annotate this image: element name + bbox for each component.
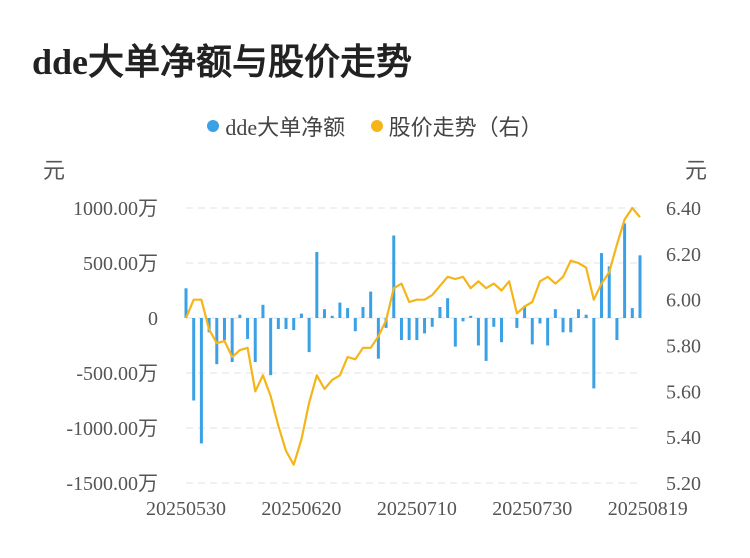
- dde-bar: [492, 318, 496, 327]
- dde-bar: [484, 318, 488, 361]
- bar-series: [184, 223, 642, 444]
- dde-bar: [330, 315, 334, 318]
- y-right-tick-label: 6.20: [666, 244, 701, 266]
- y-left-tick-label: -1500.00万: [66, 473, 158, 495]
- dde-bar: [338, 302, 342, 318]
- dde-bar: [469, 315, 473, 318]
- dde-bar: [369, 291, 373, 318]
- left-axis-unit: 元: [43, 158, 65, 183]
- y-right-tick-label: 5.60: [666, 381, 701, 403]
- dde-bar: [384, 318, 388, 328]
- dde-bar: [230, 318, 234, 362]
- dde-bar: [499, 318, 503, 343]
- y-right-tick-label: 5.40: [666, 427, 701, 449]
- dde-bar: [353, 318, 357, 332]
- dde-bar: [323, 309, 327, 318]
- dde-bar: [446, 298, 450, 318]
- dde-bar: [192, 318, 196, 401]
- y-left-tick-label: 500.00万: [83, 253, 158, 275]
- y-right-tick-label: 5.80: [666, 336, 701, 358]
- dde-bar: [438, 307, 442, 318]
- y-left-tick-label: 0: [148, 308, 158, 330]
- dde-bar: [269, 318, 273, 376]
- dde-bar: [530, 318, 534, 345]
- y-left-tick-label: -1000.00万: [66, 418, 158, 440]
- axis-labels: 1000.00万 500.00万 0 -500.00万 -1000.00万 -1500.0…: [66, 198, 701, 520]
- dde-bar: [284, 318, 288, 329]
- dde-bar: [199, 318, 203, 444]
- y-right-tick-label: 6.00: [666, 290, 701, 312]
- x-tick-label: 20250710: [377, 498, 457, 520]
- dde-bar: [569, 318, 573, 333]
- dde-bar: [523, 307, 527, 318]
- dde-bar: [399, 318, 403, 340]
- chart-title: dde大单净额与股价走势: [32, 42, 413, 82]
- x-tick-label: 20250620: [261, 498, 341, 520]
- dde-bar: [184, 288, 188, 318]
- legend-dot-price: [370, 120, 383, 132]
- dde-bar: [538, 318, 542, 324]
- dde-bar: [276, 318, 280, 329]
- dde-bar: [453, 318, 457, 347]
- dde-bar: [361, 307, 365, 318]
- dde-bar: [592, 318, 596, 389]
- x-tick-label: 20250730: [492, 498, 572, 520]
- dde-bar: [292, 318, 296, 331]
- dde-bar: [315, 252, 319, 318]
- dde-bar: [246, 318, 250, 339]
- right-axis-unit: 元: [685, 158, 707, 183]
- dde-bar: [546, 318, 550, 346]
- dde-bar: [415, 318, 419, 340]
- dde-bar: [630, 308, 634, 318]
- legend-item-dde[interactable]: dde大单净额: [207, 110, 345, 142]
- dde-bar: [222, 318, 226, 340]
- dde-bar: [423, 318, 427, 334]
- x-tick-label: 20250819: [608, 498, 688, 520]
- dde-bar: [307, 318, 311, 353]
- dde-bar: [576, 309, 580, 318]
- dde-bar: [615, 318, 619, 340]
- legend-dot-dde: [207, 120, 220, 132]
- legend-label-price: 股价走势（右）: [388, 115, 543, 140]
- y-left-tick-label: -500.00万: [76, 363, 158, 385]
- legend-label-dde: dde大单净额: [225, 115, 346, 140]
- legend-item-price[interactable]: 股价走势（右）: [370, 110, 543, 142]
- y-right-tick-label: 5.20: [666, 473, 701, 495]
- y-right-tick-label: 6.40: [666, 198, 701, 220]
- dde-bar: [430, 318, 434, 327]
- y-left-tick-label: 1000.00万: [73, 198, 158, 220]
- dde-bar: [584, 314, 588, 318]
- dde-bar: [623, 223, 627, 318]
- dde-bar: [407, 318, 411, 340]
- dde-bar: [561, 318, 565, 333]
- legend: dde大单净额 股价走势（右）: [0, 110, 750, 142]
- dde-bar: [261, 304, 265, 318]
- x-tick-label: 20250530: [146, 498, 226, 520]
- dde-bar: [476, 318, 480, 346]
- dde-bar: [299, 313, 303, 318]
- dde-bar: [638, 255, 642, 318]
- dde-bar: [376, 318, 380, 359]
- dde-bar: [461, 318, 465, 322]
- dde-bar: [238, 314, 242, 318]
- price-line: [184, 206, 641, 466]
- dde-bar: [553, 309, 557, 318]
- dde-bar: [607, 266, 611, 318]
- line-series: [184, 206, 641, 466]
- dde-bar: [346, 308, 350, 318]
- dde-bar: [392, 235, 396, 318]
- dde-bar: [253, 318, 257, 362]
- dde-bar: [515, 318, 519, 328]
